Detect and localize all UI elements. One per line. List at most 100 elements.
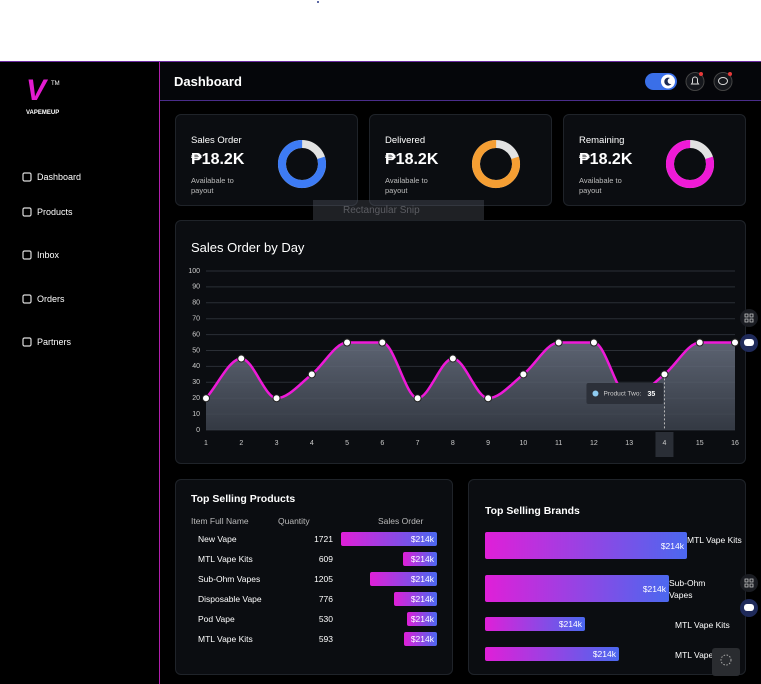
nav-item[interactable]: Orders (18, 292, 148, 308)
nav-label: Dashboard (37, 172, 82, 182)
stat-card: Sales Order ₱18.2K Availabale to payout (175, 114, 358, 206)
sidebar: V TM VAPEMEUP Dashboard Products Inbox Orde… (0, 62, 160, 684)
nav-item[interactable]: Inbox (18, 248, 148, 264)
y-tick-label: 0 (196, 427, 200, 434)
y-tick-label: 80 (192, 300, 200, 307)
x-tick-label: 7 (416, 440, 420, 447)
point (343, 338, 352, 347)
nav-icon-shape (22, 250, 32, 260)
chat-icon (718, 77, 728, 85)
column-header: Item Full Name (191, 516, 249, 526)
card-note: Availabale to payout (579, 176, 622, 195)
brand-value: $214k (592, 649, 616, 659)
snip-overlay: Rectangular Snip (313, 200, 484, 220)
card-title: Remaining (579, 135, 625, 146)
x-tick-label: 3 (275, 440, 279, 447)
point (519, 370, 528, 379)
x-tick-label: 10 (520, 440, 528, 447)
nav-item[interactable]: Dashboard (18, 170, 148, 186)
nav-icon (22, 250, 32, 260)
stat-card: Remaining ₱18.2K Availabale to payout (563, 114, 746, 206)
bell-icon (690, 76, 700, 85)
card-value: ₱18.2K (579, 151, 633, 168)
product-quantity: 530 (318, 614, 333, 624)
sales-label: $214k (410, 634, 434, 644)
bell-button[interactable] (685, 72, 705, 91)
quantity-bar (407, 612, 437, 626)
tooltip (586, 383, 664, 404)
quantity-bar (393, 592, 437, 606)
product-name: Disposable Vape (198, 594, 262, 604)
nav-icon-shape (22, 294, 32, 304)
products-panel: Top Selling Products Item Full Name Quanti… (175, 479, 453, 675)
brand: VAPEMEUP (26, 110, 60, 116)
tooltip-value: 35 (647, 391, 655, 398)
nav-icon-shape (22, 207, 32, 217)
brand-value: $214k (558, 619, 582, 629)
brand-bar (485, 647, 619, 661)
tooltip-label: Product Two: (603, 391, 641, 398)
point (307, 370, 316, 379)
tooltip-dot (592, 390, 599, 397)
brand-value: $214k (642, 583, 666, 594)
chart-panel: Sales Order by Day 0 10 20 30 40 50 60 70 80 90 100… (175, 220, 746, 464)
sales-label: $214k (410, 594, 434, 604)
brands-panel: Top Selling Brands $214k MTL Vape Kits $214… (468, 479, 746, 675)
stat-card: Delivered ₱18.2K Availabale to payout (369, 114, 552, 206)
product-name: MTL Vape Kits (198, 554, 253, 564)
point (202, 394, 210, 403)
panel-title: Top Selling Products (191, 493, 296, 505)
point (660, 370, 669, 379)
x-tick-label: 4 (310, 440, 314, 447)
x-tick-label: 6 (380, 440, 384, 447)
product-name: Sub-Ohm Vapes (198, 574, 261, 584)
x-tick-label: 9 (486, 440, 490, 447)
product-quantity: 1205 (314, 574, 333, 584)
brand-bar (485, 575, 669, 602)
quantity-bar (403, 552, 437, 566)
donut (278, 140, 326, 188)
area (206, 342, 735, 430)
point (484, 394, 493, 403)
point (413, 394, 422, 403)
nav-icon (22, 294, 32, 304)
card-value: ₱18.2K (191, 151, 245, 168)
point (589, 338, 598, 347)
dot (317, 1, 319, 3)
nav-label: Products (37, 207, 73, 217)
product-quantity: 609 (318, 554, 333, 564)
sales-label: $214k (410, 574, 434, 584)
y-tick-label: 100 (188, 268, 200, 275)
chat-button[interactable] (713, 72, 733, 91)
x-tick-label: 4 (663, 440, 667, 447)
nav-item[interactable]: Products (18, 205, 148, 221)
nav-icon (22, 207, 32, 217)
y-tick-label: 20 (192, 395, 200, 402)
product-quantity: 1721 (314, 534, 333, 544)
moon-icon (664, 77, 672, 86)
card-note: Availabale to payout (191, 176, 234, 195)
badge (699, 72, 703, 76)
y-tick-label: 10 (192, 411, 200, 418)
product-quantity: 593 (318, 634, 333, 644)
point (378, 338, 387, 347)
donut-segment (666, 140, 714, 188)
brand-name: Sub-Ohm Vapes (669, 578, 706, 600)
donut (472, 140, 520, 188)
card-title: Sales Order (191, 135, 242, 146)
y-tick-label: 50 (192, 347, 200, 354)
brand-bar (485, 617, 585, 631)
card-note: Availabale to payout (385, 176, 428, 195)
app: V TM VAPEMEUP Dashboard Products Inbox Orde… (0, 61, 761, 684)
header: Dashboard (160, 62, 761, 101)
card-title: Delivered (385, 135, 426, 146)
nav-item[interactable]: Partners (18, 335, 148, 351)
x-tick-label: 13 (625, 440, 633, 447)
nav-label: Inbox (37, 250, 60, 260)
donut (666, 140, 714, 188)
x-tick-label: 2 (239, 440, 243, 447)
badge (728, 72, 732, 76)
x-tick-label: 5 (345, 440, 349, 447)
